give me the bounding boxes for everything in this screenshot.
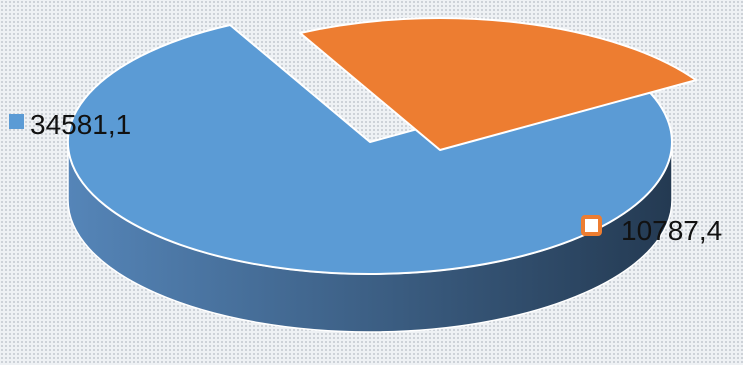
data-label-1: 34581,1 — [30, 109, 131, 140]
data-label-marker-2 — [581, 215, 602, 236]
data-label-2: 10787,4 — [621, 215, 722, 246]
pie-slice-2 — [299, 17, 698, 151]
pie-slice-1 — [66, 24, 673, 333]
data-label-marker-1 — [9, 114, 24, 129]
